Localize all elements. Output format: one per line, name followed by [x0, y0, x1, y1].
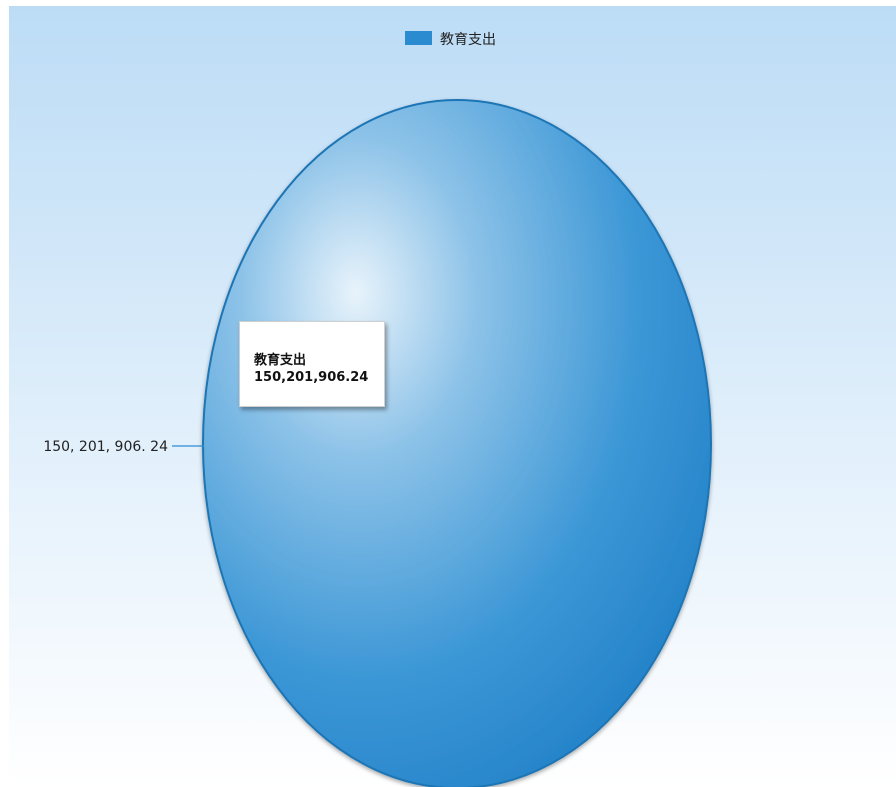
- tooltip: 教育支出 150,201,906.24: [239, 321, 385, 407]
- legend-swatch: [405, 31, 432, 45]
- legend: 教育支出: [405, 31, 496, 48]
- pie-slice[interactable]: [202, 99, 712, 787]
- data-label: 150, 201, 906. 24: [43, 439, 168, 455]
- legend-label: 教育支出: [440, 32, 496, 48]
- tooltip-value: 150,201,906.24: [254, 370, 369, 385]
- tooltip-series-name: 教育支出: [254, 353, 307, 368]
